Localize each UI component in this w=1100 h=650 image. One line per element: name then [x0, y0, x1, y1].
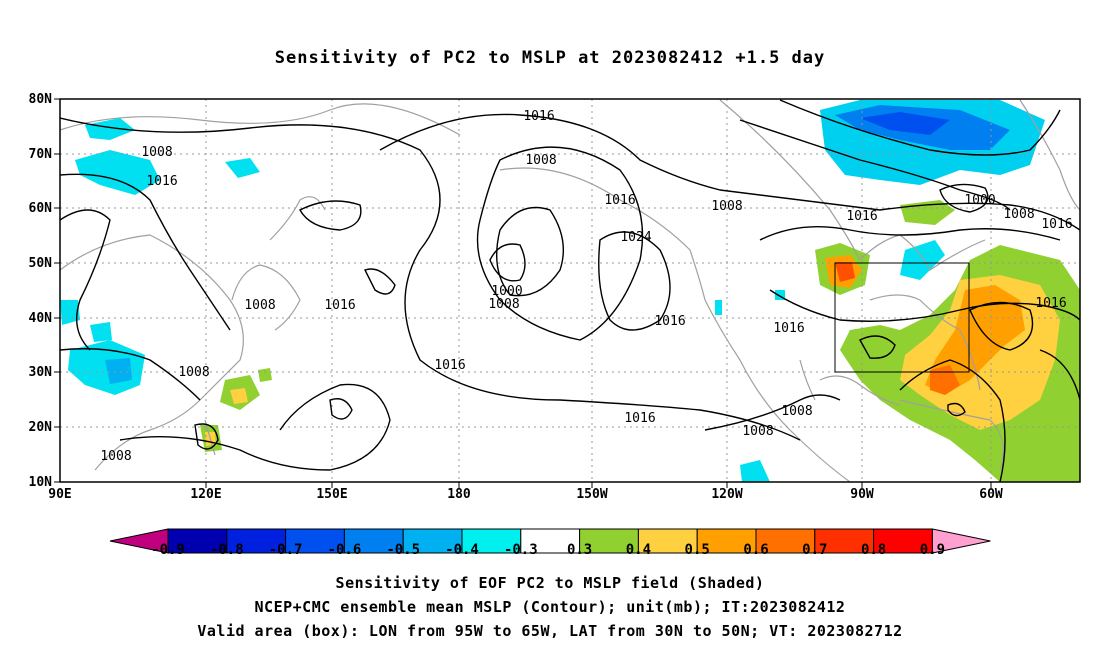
lat-label: 70N: [28, 147, 52, 162]
lat-label: 20N: [28, 420, 52, 435]
colorbar-segment: [343, 528, 404, 554]
colorbar-segment: [461, 528, 522, 554]
lat-label: 10N: [28, 475, 52, 490]
lat-label: 60N: [28, 201, 52, 216]
contour-label: 1016: [324, 298, 355, 313]
contour-label: 1016: [654, 314, 685, 329]
lon-label: 120W: [711, 487, 743, 502]
colorbar: [109, 528, 991, 554]
contour-labels: 1016 1008 1016 1008 1016 1016 1008 1024 …: [100, 109, 1072, 464]
lat-label: 80N: [28, 92, 52, 107]
colorbar-tick-label: -0.4: [445, 542, 479, 558]
contour-label: 1016: [773, 321, 804, 336]
plot-frame: [59, 98, 1081, 483]
caption-line: Sensitivity of EOF PC2 to MSLP field (Sh…: [335, 574, 765, 592]
colorbar-tick-label: 0.5: [684, 542, 710, 558]
contour-label: 1008: [1003, 207, 1034, 222]
valid-area-box: [834, 262, 970, 373]
contour-label: 1008: [100, 449, 131, 464]
lat-label: 40N: [28, 311, 52, 326]
lon-label: 150E: [316, 487, 348, 502]
contour-label: 1000: [491, 284, 522, 299]
contour-label: 1008: [244, 298, 275, 313]
lon-label: 120E: [190, 487, 222, 502]
contour-label: 1016: [523, 109, 554, 124]
contour-label: 1016: [846, 209, 877, 224]
colorbar-tick-label: -0.6: [327, 542, 362, 558]
contour-label: 1008: [781, 404, 812, 419]
lat-lon-grid: [60, 99, 1080, 482]
caption-line: NCEP+CMC ensemble mean MSLP (Contour); u…: [254, 598, 846, 616]
colorbar-tick-label: -0.7: [268, 542, 303, 558]
colorbar-tick-label: -0.8: [209, 542, 244, 558]
axis-ticks: [54, 98, 992, 488]
colorbar-tick-label: -0.3: [503, 542, 538, 558]
lon-label: 150W: [576, 487, 608, 502]
contour-label: 1008: [525, 153, 556, 168]
contour-label: 1016: [1035, 296, 1066, 311]
colorbar-segment: [226, 528, 287, 554]
contour-label: 1008: [742, 424, 773, 439]
contour-label: 1016: [1041, 217, 1072, 232]
colorbar-segment: [167, 528, 228, 554]
colorbar-tick-label: 0.4: [625, 542, 652, 558]
colorbar-segment: [873, 528, 933, 554]
contour-label: 1000: [964, 193, 995, 208]
colorbar-tick-label: -0.5: [386, 542, 421, 558]
contour-label: 1016: [434, 358, 465, 373]
contour-label: 1008: [711, 199, 742, 214]
negative-shading: [60, 100, 1045, 482]
page-title: Sensitivity of PC2 to MSLP at 2023082412…: [274, 48, 826, 68]
coastlines: [60, 99, 1080, 482]
colorbar-tick-label: 0.7: [802, 542, 828, 558]
caption-line: Valid area (box): LON from 95W to 65W, L…: [197, 622, 903, 640]
mslp-contours: [60, 99, 1080, 482]
colorbar-tick-label: 0.8: [860, 542, 887, 558]
colorbar-tick-label: 0.6: [743, 542, 769, 558]
lon-label: 60W: [979, 487, 1003, 502]
contour-label: 1008: [178, 365, 209, 380]
colorbar-right-arrow: [931, 528, 991, 554]
lat-label: 30N: [28, 365, 52, 380]
colorbar-tick-label: 0.9: [919, 542, 946, 558]
colorbar-segment: [285, 528, 345, 554]
lon-label: 90W: [850, 487, 874, 502]
colorbar-tick-label: 0.3: [566, 542, 593, 558]
contour-label: 1008: [141, 145, 172, 160]
contour-label: 1016: [624, 411, 655, 426]
contour-label: 1016: [146, 174, 177, 189]
lat-label: 50N: [28, 256, 52, 271]
lon-label: 180: [447, 487, 471, 502]
colorbar-tick-label: -0.9: [151, 542, 185, 558]
contour-label: 1016: [604, 193, 635, 208]
lon-label: 90E: [48, 487, 72, 502]
contour-label: 1024: [620, 230, 651, 245]
contour-label: 1008: [488, 297, 519, 312]
